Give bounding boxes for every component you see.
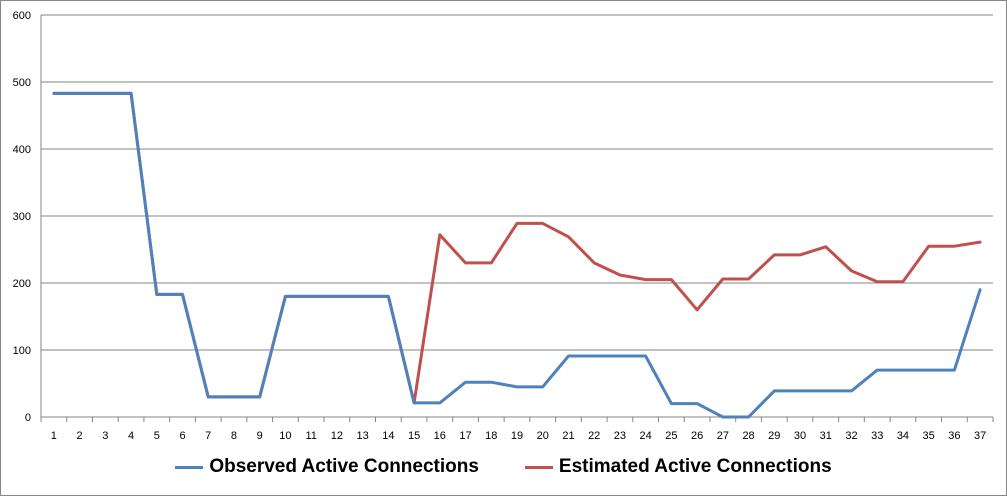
- x-tick-label: 4: [128, 430, 134, 442]
- y-tick-label: 100: [13, 345, 31, 357]
- legend-item-estimated: Estimated Active Connections: [524, 456, 832, 478]
- y-tick-label: 300: [13, 211, 31, 223]
- legend-swatch-estimated: [524, 465, 553, 469]
- x-tick-label: 26: [691, 430, 703, 442]
- y-tick-label: 500: [13, 77, 31, 89]
- x-tick-label: 33: [871, 430, 883, 442]
- x-tick-label: 35: [923, 430, 935, 442]
- x-tick-label: 13: [356, 430, 368, 442]
- x-tick-label: 7: [205, 430, 211, 442]
- x-tick-label: 34: [897, 430, 909, 442]
- x-tick-label: 36: [948, 430, 960, 442]
- legend-item-observed: Observed Active Connections: [175, 456, 479, 478]
- x-tick-label: 1: [51, 430, 57, 442]
- x-tick-label: 18: [485, 430, 497, 442]
- x-tick-label: 23: [614, 430, 626, 442]
- x-tick-label: 3: [102, 430, 108, 442]
- x-tick-label: 9: [257, 430, 263, 442]
- x-tick-label: 17: [459, 430, 471, 442]
- series-line-estimated: [52, 91, 982, 405]
- x-tick-label: 21: [562, 430, 574, 442]
- x-tick-label: 30: [794, 430, 806, 442]
- x-tick-label: 29: [768, 430, 780, 442]
- x-tick-label: 20: [537, 430, 549, 442]
- x-tick-label: 16: [434, 430, 446, 442]
- x-tick-label: 24: [640, 430, 652, 442]
- x-tick-label: 22: [588, 430, 600, 442]
- y-tick-label: 600: [13, 10, 31, 22]
- x-tick-label: 6: [179, 430, 185, 442]
- x-tick-label: 37: [974, 430, 986, 442]
- y-tick-label: 0: [25, 412, 31, 424]
- x-tick-label: 31: [820, 430, 832, 442]
- series-line-observed: [52, 91, 982, 419]
- x-tick-label: 2: [77, 430, 83, 442]
- x-tick-label: 11: [305, 430, 316, 442]
- x-tick-label: 19: [511, 430, 523, 442]
- y-tick-label: 400: [13, 144, 31, 156]
- y-tick-label: 200: [13, 278, 31, 290]
- x-tick-label: 10: [279, 430, 291, 442]
- x-tick-label: 27: [717, 430, 729, 442]
- legend-label-estimated: Estimated Active Connections: [558, 456, 832, 477]
- x-tick-label: 32: [845, 430, 857, 442]
- x-tick-label: 14: [382, 430, 394, 442]
- x-tick-label: 15: [408, 430, 420, 442]
- legend-swatch-observed: [175, 465, 204, 469]
- x-tick-label: 8: [231, 430, 237, 442]
- x-tick-label: 12: [331, 430, 343, 442]
- legend-label-observed: Observed Active Connections: [209, 456, 479, 477]
- x-tick-label: 25: [665, 430, 677, 442]
- x-tick-label: 28: [742, 430, 754, 442]
- x-tick-label: 5: [154, 430, 160, 442]
- legend: Observed Active Connections Estimated Ac…: [1, 456, 1006, 478]
